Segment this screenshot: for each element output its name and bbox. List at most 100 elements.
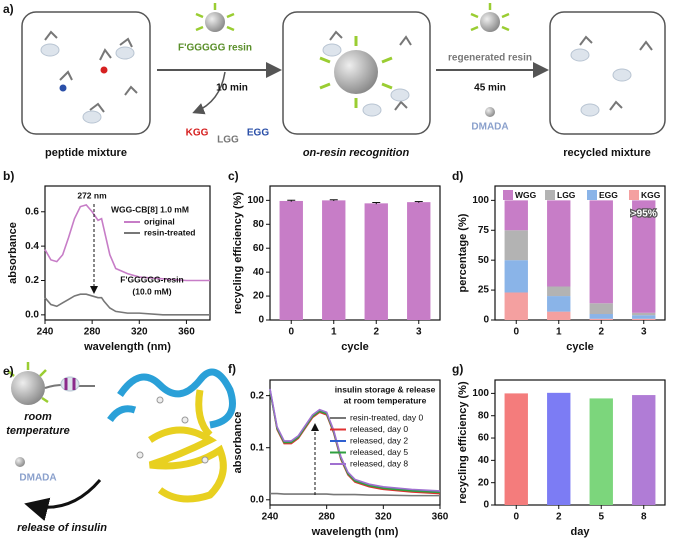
x-tick-label: 2 xyxy=(373,327,379,338)
y-tick-label: 25 xyxy=(478,285,490,296)
label: release of insulin xyxy=(17,522,107,534)
x-tick-label: 320 xyxy=(375,512,392,523)
y-tick-label: 20 xyxy=(478,477,490,488)
bar xyxy=(364,203,388,320)
y-tick-label: 0 xyxy=(483,500,489,511)
x-tick-label: 360 xyxy=(432,512,449,523)
annotation: at room temperature xyxy=(344,395,427,405)
bar-segment xyxy=(632,200,656,313)
y-tick-label: 50 xyxy=(478,255,490,266)
box xyxy=(549,11,666,135)
x-tick-label: 2 xyxy=(598,327,604,338)
legend-label: LGG xyxy=(557,190,576,200)
legend-label: released, day 0 xyxy=(350,424,408,434)
y-tick-label: 0.0 xyxy=(25,309,39,320)
x-tick-label: 320 xyxy=(131,327,148,338)
legend-label: resin-treated, day 0 xyxy=(350,412,424,422)
line-series xyxy=(270,492,440,497)
x-axis-label: cycle xyxy=(341,341,369,353)
x-tick-label: 0 xyxy=(513,327,519,338)
bar xyxy=(589,398,613,505)
y-axis-label: recycling efficiency (%) xyxy=(457,381,469,504)
legend-swatch xyxy=(587,190,597,200)
x-tick-label: 1 xyxy=(556,327,562,338)
x-tick-label: 1 xyxy=(331,327,337,338)
box xyxy=(21,11,151,135)
annotation: F'GGGGG-resin xyxy=(120,274,183,284)
y-tick-label: 0.4 xyxy=(25,241,39,252)
bar-segment xyxy=(547,200,571,287)
line-series xyxy=(44,293,210,316)
panel-label: a) xyxy=(3,2,14,16)
panel-label: g) xyxy=(452,362,463,376)
bar xyxy=(547,392,571,505)
bar-segment xyxy=(632,315,656,319)
label: peptide mixture xyxy=(45,147,127,159)
x-tick-label: 2 xyxy=(556,512,562,523)
legend-label: released, day 2 xyxy=(350,435,408,445)
y-axis-label: recycling efficiency (%) xyxy=(232,192,244,315)
label: LGG xyxy=(217,135,239,146)
x-tick-label: 360 xyxy=(178,327,195,338)
bar-segment xyxy=(589,318,613,320)
label: F'GGGGG resin xyxy=(178,43,252,54)
bar-segment xyxy=(547,311,571,320)
plot-frame xyxy=(494,379,666,506)
x-tick-label: 0 xyxy=(513,512,519,523)
y-tick-label: 60 xyxy=(478,433,490,444)
y-tick-label: 40 xyxy=(253,267,265,278)
y-tick-label: 0 xyxy=(483,315,489,326)
legend-label: KGG xyxy=(641,190,661,200)
bar-segment xyxy=(547,296,571,312)
legend-swatch xyxy=(503,190,513,200)
legend-label: released, day 8 xyxy=(350,458,408,468)
y-tick-label: 100 xyxy=(472,388,489,399)
legend-title: WGG-CB[8] 1.0 mM xyxy=(111,204,189,214)
annotation: >95% xyxy=(631,209,657,220)
y-tick-label: 60 xyxy=(253,243,265,254)
arrow xyxy=(192,71,226,115)
y-tick-label: 100 xyxy=(247,195,264,206)
label: regenerated resin xyxy=(448,53,532,64)
bar-segment xyxy=(504,260,528,293)
y-tick-label: 0.2 xyxy=(25,275,39,286)
x-tick-label: 3 xyxy=(641,327,647,338)
y-tick-label: 75 xyxy=(478,225,490,236)
legend-label: WGG xyxy=(515,190,537,200)
x-tick-label: 240 xyxy=(262,512,279,523)
bar-segment xyxy=(589,314,613,319)
peptides xyxy=(44,30,653,113)
resin xyxy=(195,3,510,117)
bar xyxy=(407,202,431,320)
y-axis-label: absorbance xyxy=(7,222,19,284)
bar-segment xyxy=(632,312,656,316)
panel-label: f) xyxy=(228,362,236,376)
panel-label: d) xyxy=(452,169,463,183)
x-tick-label: 5 xyxy=(598,512,604,523)
annotation: (10.0 mM) xyxy=(132,286,171,296)
plot-frame xyxy=(494,185,666,321)
label: room xyxy=(24,411,52,423)
x-axis-label: wavelength (nm) xyxy=(311,526,399,538)
y-tick-label: 80 xyxy=(478,410,490,421)
y-tick-label: 0.2 xyxy=(250,390,264,401)
panel-label: c) xyxy=(228,169,239,183)
bar xyxy=(632,395,656,505)
bar-segment xyxy=(589,303,613,315)
bar-segment xyxy=(504,292,528,320)
bar-segment xyxy=(589,200,613,304)
bar xyxy=(504,393,528,505)
legend-label: EGG xyxy=(599,190,618,200)
chart: b) 0.0 0.2 0.4 0.6 absorbance wavelength (nm) 2… xyxy=(3,169,211,353)
bar xyxy=(322,200,346,320)
y-tick-label: 0.6 xyxy=(25,206,39,217)
y-tick-label: 0.1 xyxy=(250,442,264,453)
box xyxy=(282,11,431,135)
scheme-e: room temperature DMADA release of insuli… xyxy=(3,362,236,534)
panel-label: b) xyxy=(3,169,14,183)
x-tick-label: 280 xyxy=(84,327,101,338)
y-axis-label: absorbance xyxy=(232,412,244,474)
label: 45 min xyxy=(474,83,506,94)
